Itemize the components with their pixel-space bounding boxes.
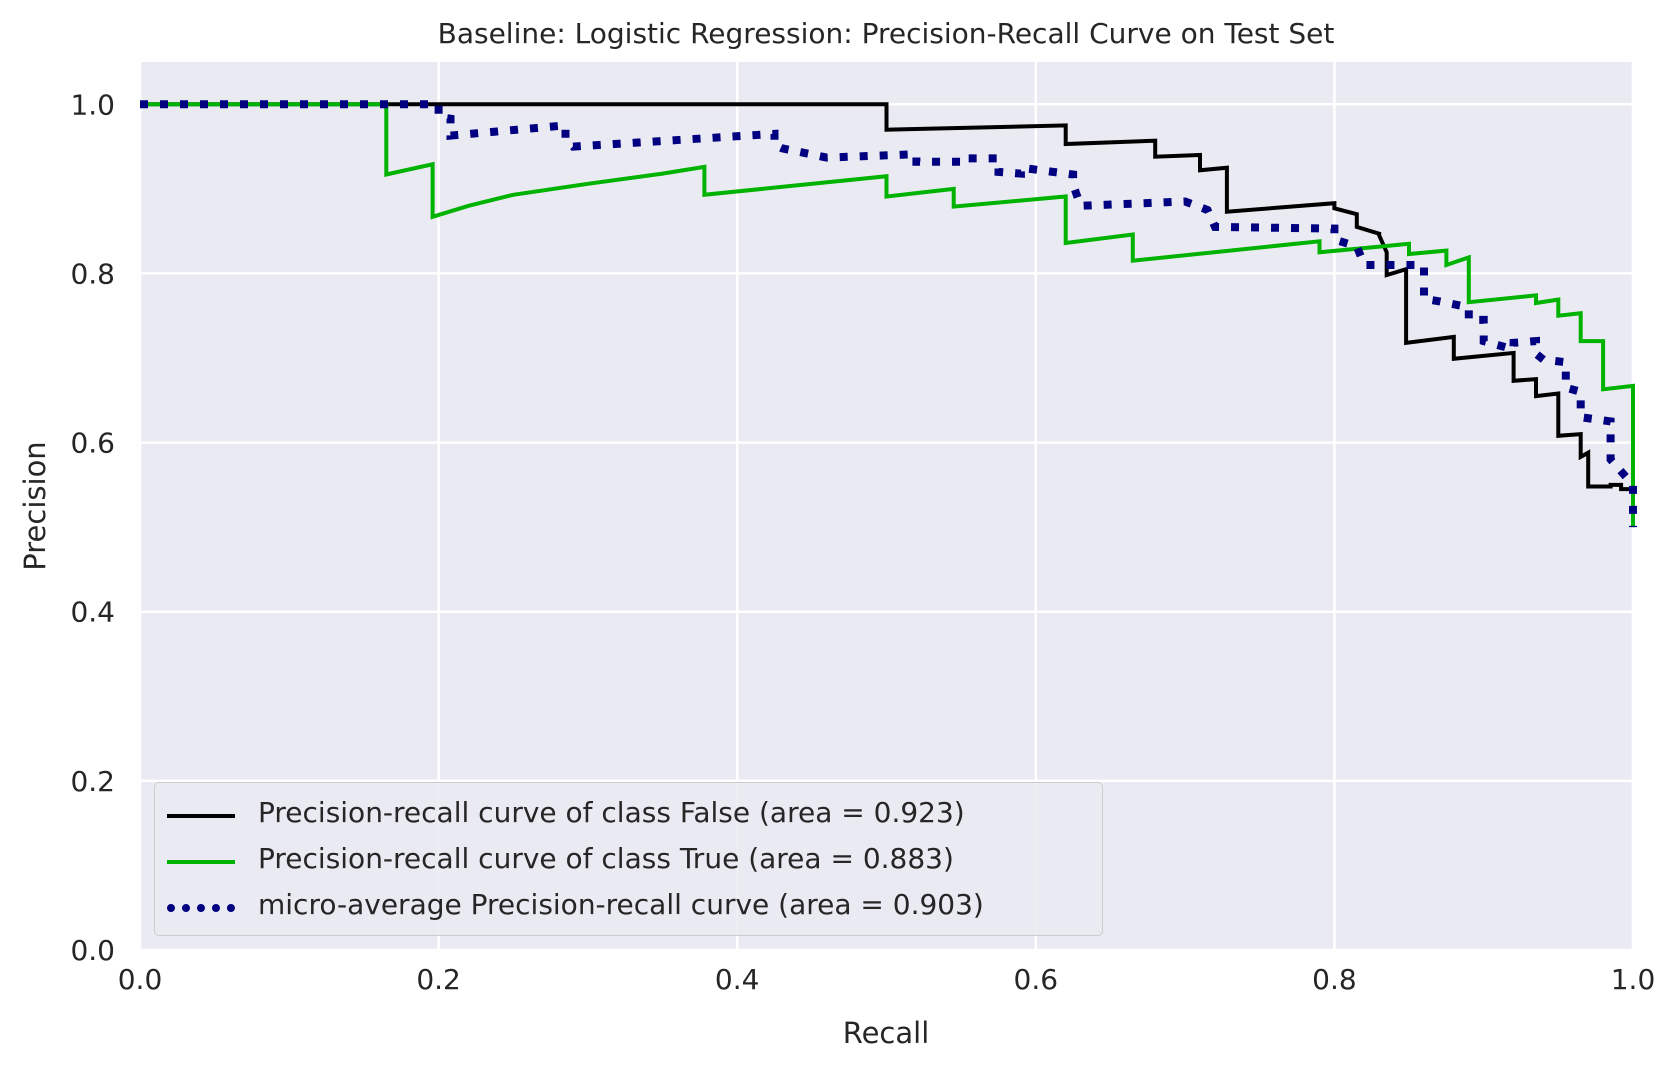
- y-tick-label: 0.8: [70, 257, 115, 290]
- legend-swatch-class-false: [167, 814, 235, 818]
- legend: Precision-recall curve of class False (a…: [154, 782, 1103, 936]
- x-tick-label: 0.8: [1312, 963, 1357, 996]
- legend-label-micro-average: micro-average Precision-recall curve (ar…: [258, 888, 984, 921]
- x-axis-label: Recall: [843, 1016, 930, 1050]
- legend-item-micro-average: micro-average Precision-recall curve (ar…: [155, 885, 1102, 931]
- grid-lines: [138, 62, 1635, 952]
- legend-item-class-false: Precision-recall curve of class False (a…: [155, 793, 1102, 839]
- legend-swatch-micro-average: [167, 904, 235, 912]
- series-line-micro-average: [140, 100, 1637, 528]
- series-line-class-false: [140, 102, 1633, 492]
- chart-title: Baseline: Logistic Regression: Precision…: [438, 17, 1335, 50]
- y-tick-label: 0.0: [70, 934, 115, 967]
- legend-item-class-true: Precision-recall curve of class True (ar…: [155, 839, 1102, 885]
- series-line-class-true: [140, 102, 1635, 528]
- x-tick-label: 1.0: [1611, 963, 1656, 996]
- y-axis-label: Precision: [18, 441, 52, 570]
- y-tick-labels: 0.0 0.2 0.4 0.6 0.8 1.0: [70, 88, 115, 967]
- y-tick-label: 1.0: [70, 88, 115, 121]
- x-tick-label: 0.2: [416, 963, 461, 996]
- y-tick-label: 0.2: [70, 765, 115, 798]
- x-tick-label: 0.4: [715, 963, 760, 996]
- legend-label-class-true: Precision-recall curve of class True (ar…: [258, 842, 954, 875]
- x-tick-label: 0.0: [118, 963, 163, 996]
- y-tick-label: 0.6: [70, 427, 115, 460]
- x-tick-label: 0.6: [1014, 963, 1059, 996]
- y-tick-label: 0.4: [70, 596, 115, 629]
- x-tick-labels: 0.0 0.2 0.4 0.6 0.8 1.0: [118, 963, 1656, 996]
- series-lines: [140, 100, 1637, 528]
- legend-swatch-class-true: [167, 860, 235, 864]
- legend-label-class-false: Precision-recall curve of class False (a…: [258, 796, 965, 829]
